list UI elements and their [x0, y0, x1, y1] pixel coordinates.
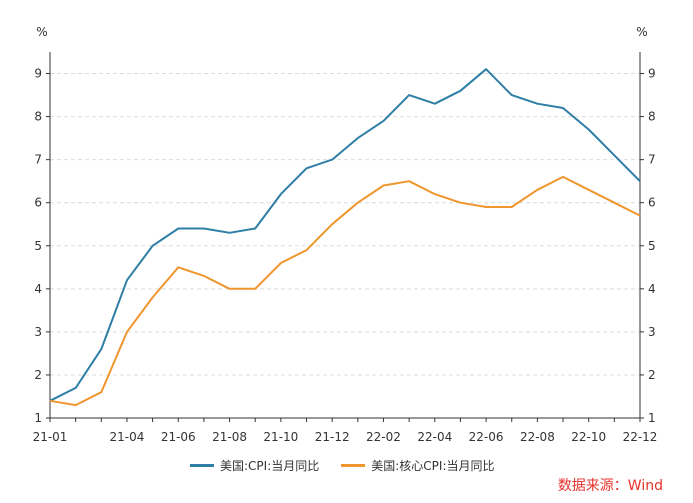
x-tick-label: 22-12 — [623, 430, 658, 444]
y-tick-label-right: 1 — [648, 411, 656, 425]
y-tick-label-left: 6 — [34, 196, 42, 210]
y-tick-label-left: 8 — [34, 110, 42, 124]
y-tick-label-left: 5 — [34, 239, 42, 253]
y-tick-label-left: 9 — [34, 67, 42, 81]
x-tick-label: 21-12 — [315, 430, 350, 444]
x-tick-label: 22-06 — [469, 430, 504, 444]
y-tick-label-right: 6 — [648, 196, 656, 210]
legend-label-cpi: 美国:CPI:当月同比 — [220, 459, 320, 473]
series-line-0 — [49, 68, 641, 402]
legend-swatch-core-cpi — [341, 464, 366, 467]
y-tick-label-right: 9 — [648, 67, 656, 81]
x-tick-label: 21-08 — [212, 430, 247, 444]
y-tick-label-left: 4 — [34, 282, 42, 296]
y-tick-label-right: 2 — [648, 368, 656, 382]
y-tick-label-left: 1 — [34, 411, 42, 425]
cpi-line-chart: 1 1 2 2 3 3 4 4 5 5 6 6 7 7 8 8 9 9% % 21-01 21-04 21-06 21-08… — [33, 25, 658, 444]
legend-swatch-cpi — [190, 464, 214, 467]
x-tick-label: 21-06 — [161, 430, 196, 444]
x-tick-label: 21-01 — [33, 430, 68, 444]
x-tick-label: 22-04 — [417, 430, 452, 444]
y-tick-label-right: 4 — [648, 282, 656, 296]
y-tick-label-right: 8 — [648, 110, 656, 124]
y-tick-label-right: 3 — [648, 325, 656, 339]
x-tick-label: 22-10 — [571, 430, 606, 444]
y-tick-label-left: 2 — [34, 368, 42, 382]
x-tick-label: 21-10 — [263, 430, 298, 444]
legend: 美国:CPI:当月同比 美国:核心CPI:当月同比 — [190, 457, 495, 474]
x-tick-label: 21-04 — [110, 430, 145, 444]
y-tick-label-left: 7 — [34, 153, 42, 167]
y-tick-label-right: 5 — [648, 239, 656, 253]
y-unit-left: % — [36, 25, 47, 39]
legend-item-cpi: 美国:CPI:当月同比 — [190, 457, 319, 474]
legend-item-core-cpi: 美国:核心CPI:当月同比 — [341, 457, 495, 474]
series-line-1 — [49, 175, 641, 407]
x-tick-label: 22-08 — [520, 430, 555, 444]
legend-label-core-cpi: 美国:核心CPI:当月同比 — [371, 459, 495, 473]
y-tick-label-left: 3 — [34, 325, 42, 339]
x-tick-label: 22-02 — [366, 430, 401, 444]
data-source: 数据来源：Wind — [557, 478, 663, 494]
y-unit-right: % — [636, 25, 647, 39]
y-tick-label-right: 7 — [648, 153, 656, 167]
